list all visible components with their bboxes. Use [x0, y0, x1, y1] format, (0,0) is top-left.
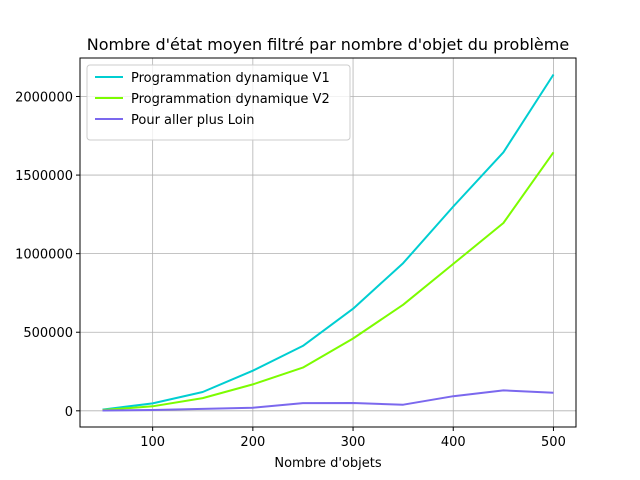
x-tick-label: 400	[441, 435, 466, 450]
series-line-2	[102, 151, 555, 411]
series-layer	[102, 73, 555, 412]
x-tick-label: 300	[341, 435, 366, 450]
x-axis-label: Nombre d'objets	[274, 456, 382, 471]
series-line-3	[102, 389, 554, 412]
chart-title: Nombre d'état moyen filtré par nombre d'…	[87, 35, 569, 54]
legend-label-1: Programmation dynamique V1	[131, 71, 330, 86]
x-tick-label: 500	[541, 435, 566, 450]
y-tick-label: 500000	[23, 326, 73, 341]
legend: Programmation dynamique V1 Programmation …	[86, 64, 351, 141]
y-tick-label: 0	[65, 405, 73, 420]
x-tick-label: 200	[240, 435, 265, 450]
y-tick-label: 1500000	[15, 169, 73, 184]
y-tick-label: 1000000	[15, 248, 73, 263]
tick-layer: 100 200 300 400 500 0 500000 1000000 1500000 2000…	[15, 91, 566, 450]
legend-box	[86, 64, 351, 141]
y-tick-label: 2000000	[15, 91, 73, 106]
legend-label-3: Pour aller plus Loin	[131, 113, 255, 128]
x-tick-label: 100	[140, 435, 165, 450]
plot-area-frame	[79, 57, 577, 428]
legend-label-2: Programmation dynamique V2	[131, 92, 330, 107]
series-line-1	[102, 73, 555, 411]
